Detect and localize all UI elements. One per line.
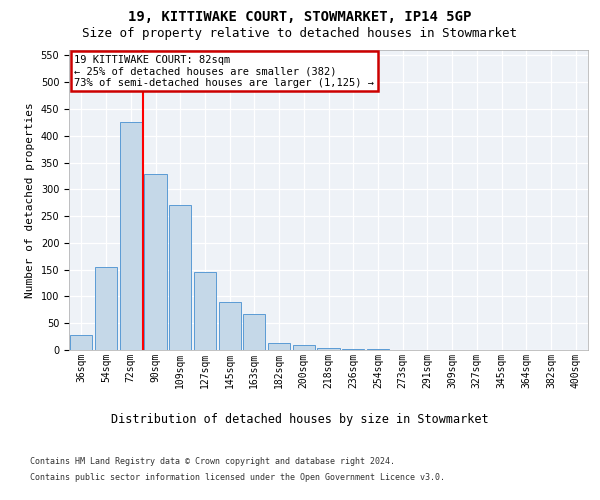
Bar: [70, 335, 92, 350]
Bar: [145, 174, 167, 350]
Text: Contains public sector information licensed under the Open Government Licence v3: Contains public sector information licen…: [30, 472, 445, 482]
Text: Size of property relative to detached houses in Stowmarket: Size of property relative to detached ho…: [83, 28, 517, 40]
Text: Contains HM Land Registry data © Crown copyright and database right 2024.: Contains HM Land Registry data © Crown c…: [30, 458, 395, 466]
Y-axis label: Number of detached properties: Number of detached properties: [25, 102, 35, 298]
Bar: [218, 302, 241, 350]
Bar: [119, 122, 142, 350]
Text: 19, KITTIWAKE COURT, STOWMARKET, IP14 5GP: 19, KITTIWAKE COURT, STOWMARKET, IP14 5G…: [128, 10, 472, 24]
Bar: [194, 272, 216, 350]
Bar: [268, 343, 290, 350]
Bar: [243, 314, 265, 350]
Bar: [95, 267, 117, 350]
Text: Distribution of detached houses by size in Stowmarket: Distribution of detached houses by size …: [111, 412, 489, 426]
Bar: [293, 345, 315, 350]
Bar: [169, 206, 191, 350]
Bar: [317, 348, 340, 350]
Text: 19 KITTIWAKE COURT: 82sqm
← 25% of detached houses are smaller (382)
73% of semi: 19 KITTIWAKE COURT: 82sqm ← 25% of detac…: [74, 54, 374, 88]
